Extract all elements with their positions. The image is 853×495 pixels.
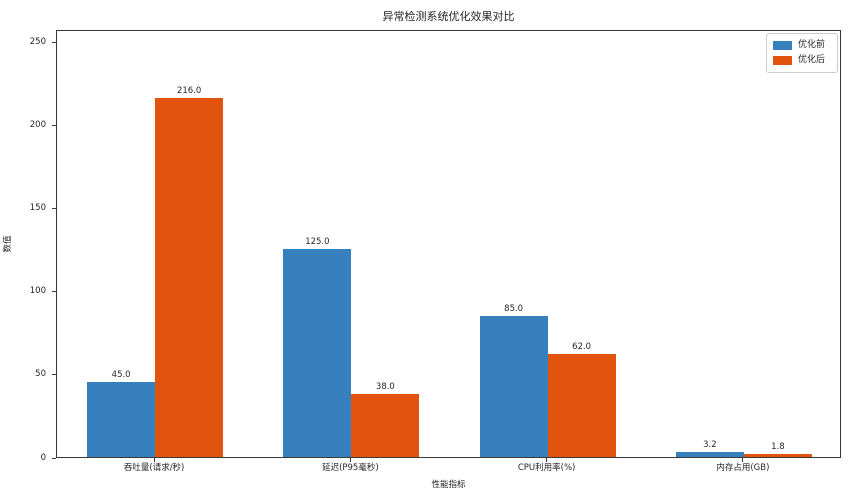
bar bbox=[479, 315, 548, 457]
bar-value-label: 3.2 bbox=[703, 439, 717, 450]
x-tick-mark bbox=[742, 458, 744, 462]
legend-entry-before: 优化前 bbox=[773, 38, 831, 53]
legend-entry-after: 优化后 bbox=[773, 53, 831, 68]
y-tick-label: 200 bbox=[29, 119, 46, 130]
bar bbox=[675, 451, 744, 457]
legend-swatch-before bbox=[773, 41, 792, 50]
x-tick-label: 吞吐量(请求/秒) bbox=[123, 463, 185, 473]
bar-value-label: 62.0 bbox=[572, 341, 592, 352]
legend-swatch-after bbox=[773, 56, 792, 65]
legend-label-after: 优化后 bbox=[798, 55, 826, 65]
bar-value-label: 125.0 bbox=[305, 237, 330, 247]
y-tick-mark bbox=[52, 457, 56, 459]
bar bbox=[743, 454, 812, 457]
bar bbox=[87, 382, 156, 457]
y-tick-label: 50 bbox=[35, 369, 46, 380]
y-tick-label: 0 bbox=[40, 452, 46, 463]
x-tick-mark bbox=[153, 458, 155, 462]
y-tick-label: 250 bbox=[29, 36, 46, 47]
bar-value-label: 1.8 bbox=[771, 442, 785, 453]
legend: 优化前 优化后 bbox=[766, 33, 838, 73]
x-tick-label: 延迟(P95毫秒) bbox=[322, 463, 379, 473]
y-axis-label: 数值 bbox=[3, 235, 13, 253]
x-tick-label: CPU利用率(%) bbox=[517, 463, 576, 473]
y-tick-label: 100 bbox=[29, 286, 46, 297]
y-tick-label: 150 bbox=[29, 202, 46, 213]
y-tick-mark bbox=[52, 291, 56, 293]
chart-title: 异常检测系统优化效果对比 bbox=[382, 10, 515, 23]
plot-area: 45.0 125.0 85.0 3.2 216.0 38.0 62.0 1.8 bbox=[56, 30, 841, 458]
y-tick-mark bbox=[52, 207, 56, 209]
x-tick-mark bbox=[349, 458, 351, 462]
bar bbox=[547, 353, 616, 457]
y-tick-mark bbox=[52, 124, 56, 126]
bar-value-label: 85.0 bbox=[504, 303, 524, 314]
y-tick-mark bbox=[52, 374, 56, 376]
bar bbox=[283, 249, 352, 457]
x-tick-label: 内存占用(GB) bbox=[716, 463, 770, 473]
x-tick-mark bbox=[546, 458, 548, 462]
bar bbox=[351, 393, 420, 457]
legend-label-before: 优化前 bbox=[798, 40, 826, 50]
y-tick-mark bbox=[52, 41, 56, 43]
bar-value-label: 216.0 bbox=[176, 85, 202, 96]
x-axis-label: 性能指标 bbox=[431, 480, 466, 490]
bar-value-label: 45.0 bbox=[111, 370, 131, 381]
bar-value-label: 38.0 bbox=[375, 381, 395, 392]
bar bbox=[155, 97, 224, 457]
